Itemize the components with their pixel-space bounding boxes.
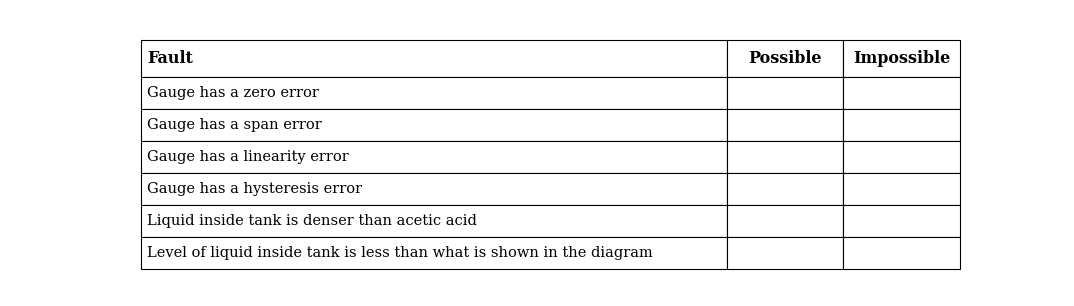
Bar	[843, 205, 960, 237]
Text: Gauge has a linearity error: Gauge has a linearity error	[147, 150, 349, 164]
Bar	[726, 237, 843, 269]
Bar	[726, 40, 843, 77]
Text: Gauge has a hysteresis error: Gauge has a hysteresis error	[147, 182, 363, 196]
Text: Fault: Fault	[147, 50, 193, 67]
Bar	[141, 237, 726, 269]
Bar	[141, 77, 726, 109]
Bar	[141, 141, 726, 173]
Bar	[726, 141, 843, 173]
Bar	[843, 40, 960, 77]
Bar	[141, 109, 726, 141]
Bar	[726, 173, 843, 205]
Bar	[843, 173, 960, 205]
Text: Impossible: Impossible	[853, 50, 950, 67]
Bar	[843, 77, 960, 109]
Bar	[141, 173, 726, 205]
Text: Gauge has a span error: Gauge has a span error	[147, 118, 322, 132]
Text: Gauge has a zero error: Gauge has a zero error	[147, 86, 319, 100]
Bar	[843, 237, 960, 269]
Bar	[726, 77, 843, 109]
Bar	[726, 109, 843, 141]
Bar	[141, 40, 726, 77]
Bar	[726, 205, 843, 237]
Text: Level of liquid inside tank is less than what is shown in the diagram: Level of liquid inside tank is less than…	[147, 246, 653, 260]
Text: Possible: Possible	[748, 50, 822, 67]
Bar	[843, 141, 960, 173]
Text: Liquid inside tank is denser than acetic acid: Liquid inside tank is denser than acetic…	[147, 214, 477, 228]
Bar	[843, 109, 960, 141]
Bar	[141, 205, 726, 237]
